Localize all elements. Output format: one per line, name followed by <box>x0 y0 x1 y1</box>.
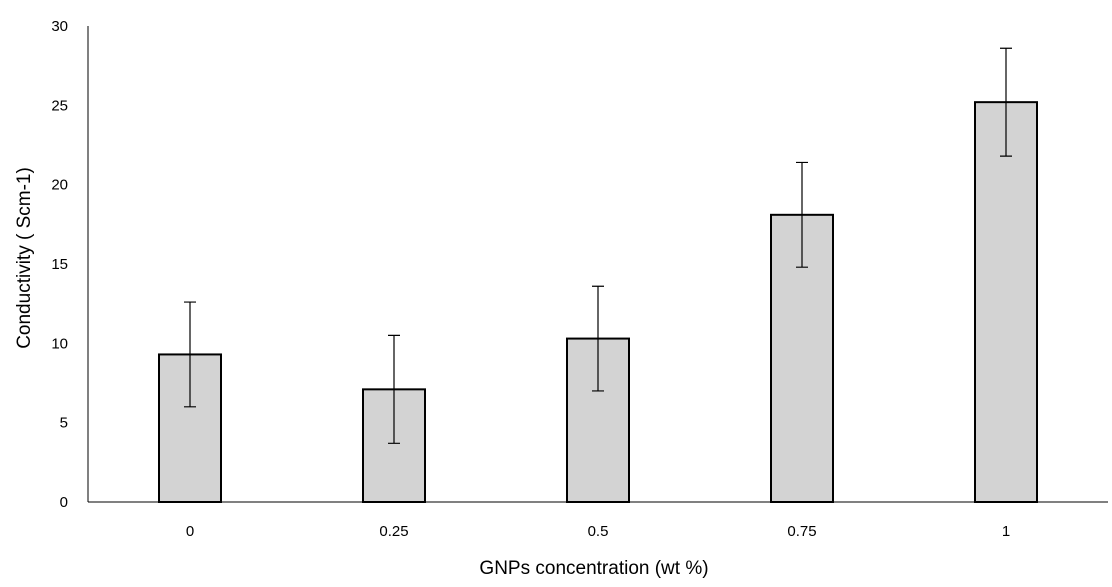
y-tick-label: 0 <box>60 494 68 511</box>
y-tick-labels: 0 5 10 15 20 25 30 <box>51 18 68 511</box>
axes-group <box>87 26 1108 503</box>
error-bar <box>592 285 604 392</box>
bar <box>770 213 834 504</box>
error-bar <box>184 301 196 408</box>
error-bars-group <box>184 47 1012 444</box>
x-tick-label: 1 <box>1002 523 1010 540</box>
x-tick-labels: 0 0.25 0.5 0.75 1 <box>186 523 1010 540</box>
y-tick-label: 20 <box>51 177 68 194</box>
x-tick-label: 0.75 <box>787 523 816 540</box>
y-tick-label: 10 <box>51 335 68 352</box>
error-bar <box>796 161 808 268</box>
x-axis-title: GNPs concentration (wt %) <box>479 558 708 579</box>
x-tick-label: 0 <box>186 523 194 540</box>
y-tick-label: 15 <box>51 256 68 273</box>
error-bar <box>1000 47 1012 157</box>
y-axis-title: Conductivity ( Scm-1) <box>14 167 35 349</box>
x-tick-label: 0.5 <box>588 523 609 540</box>
y-tick-label: 5 <box>60 415 68 432</box>
error-bar <box>388 334 400 444</box>
y-tick-label: 30 <box>51 18 68 35</box>
y-tick-label: 25 <box>51 97 68 114</box>
x-tick-label: 0.25 <box>379 523 408 540</box>
bar <box>974 101 1038 503</box>
